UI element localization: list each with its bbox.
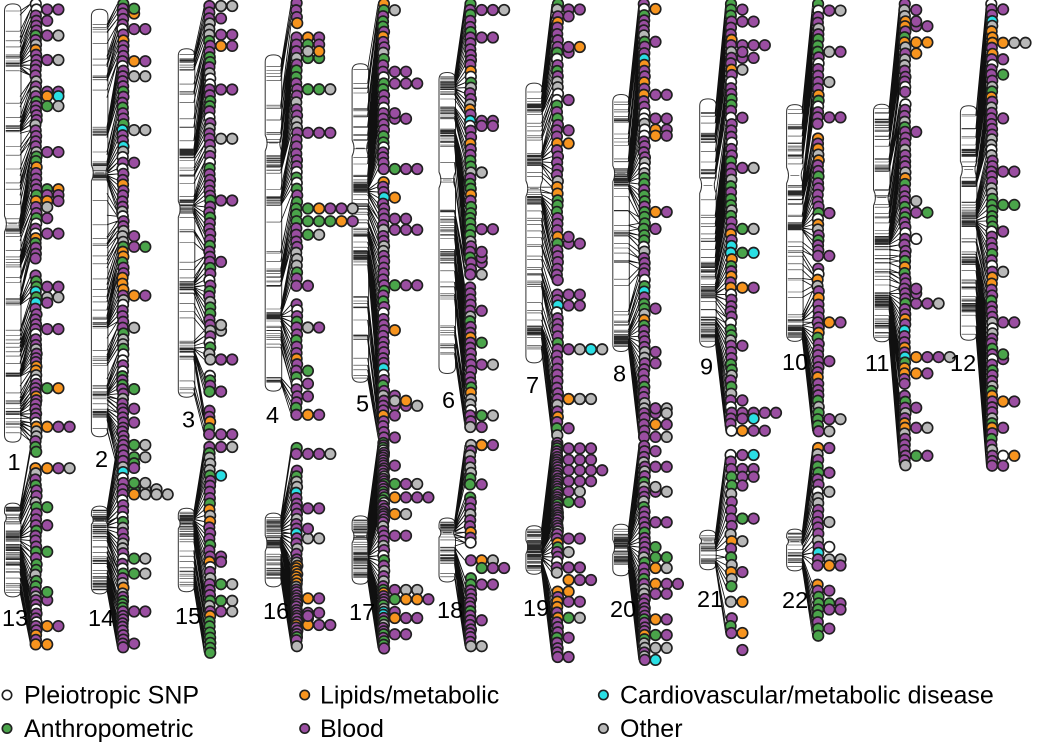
svg-text:13: 13 [2,605,28,631]
svg-text:Anthropometric: Anthropometric [24,715,194,742]
svg-text:17: 17 [349,599,375,625]
svg-text:6: 6 [442,387,455,413]
svg-text:5: 5 [356,391,369,417]
svg-text:10: 10 [782,349,808,375]
svg-text:15: 15 [175,603,201,629]
svg-text:8: 8 [613,361,626,387]
svg-text:Cardiovascular/metabolic disea: Cardiovascular/metabolic disease [620,682,994,710]
svg-text:12: 12 [950,350,976,376]
svg-text:Lipids/metabolic: Lipids/metabolic [320,682,499,710]
svg-text:20: 20 [610,596,636,622]
svg-text:16: 16 [263,598,289,624]
svg-text:3: 3 [182,407,195,433]
svg-text:7: 7 [526,372,539,398]
svg-text:Pleiotropic SNP: Pleiotropic SNP [24,682,199,710]
svg-text:Other: Other [620,715,683,742]
svg-text:19: 19 [523,595,549,621]
svg-text:18: 18 [437,597,463,623]
svg-text:11: 11 [865,350,889,376]
svg-text:4: 4 [266,402,279,428]
svg-text:9: 9 [700,354,713,380]
svg-text:1: 1 [8,449,21,475]
svg-text:21: 21 [697,586,723,612]
svg-text:22: 22 [782,587,808,613]
svg-text:14: 14 [88,605,114,631]
svg-text:Blood: Blood [320,715,384,742]
svg-text:2: 2 [95,446,108,472]
